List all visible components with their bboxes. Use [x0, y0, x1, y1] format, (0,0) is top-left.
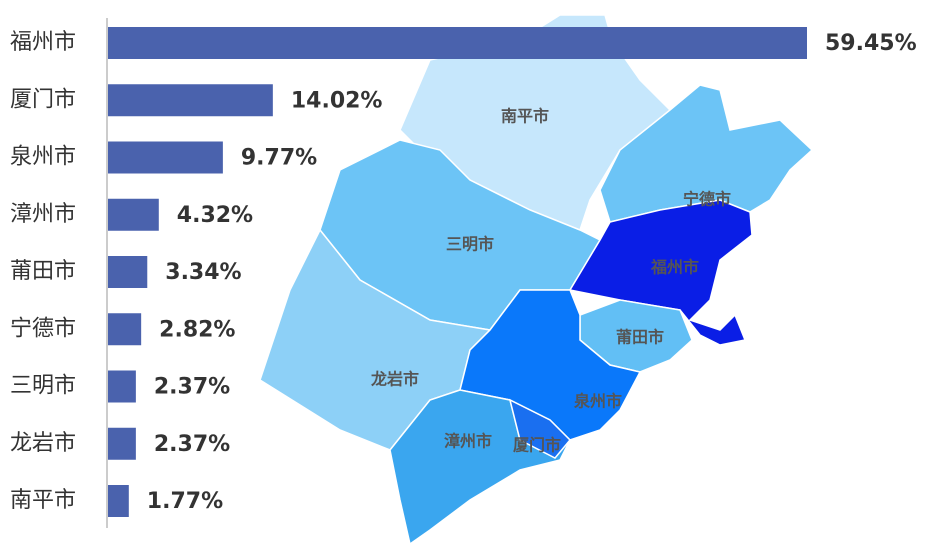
- bar: [108, 198, 159, 231]
- category-label: 厦门市: [10, 87, 76, 112]
- map-label: 厦门市: [513, 436, 561, 455]
- map-label: 漳州市: [444, 432, 492, 451]
- map-label: 宁德市: [683, 190, 731, 209]
- category-label: 福州市: [10, 30, 76, 55]
- map-region: [568, 199, 753, 346]
- value-label: 2.37%: [154, 375, 230, 400]
- map-label: 南平市: [501, 107, 549, 126]
- value-label: 59.45%: [825, 31, 917, 56]
- bar: [108, 370, 136, 403]
- category-label: 漳州市: [10, 202, 76, 227]
- bar: [108, 27, 807, 59]
- category-label: 宁德市: [10, 316, 76, 341]
- bar: [108, 427, 136, 460]
- map-label: 莆田市: [616, 328, 664, 347]
- value-label: 9.77%: [241, 146, 317, 171]
- bar: [108, 485, 129, 517]
- category-label: 莆田市: [10, 259, 76, 284]
- value-label: 3.34%: [165, 260, 241, 285]
- value-label: 4.32%: [177, 203, 253, 228]
- map-region: [508, 398, 572, 459]
- value-label: 1.77%: [147, 489, 223, 514]
- value-label: 2.82%: [159, 317, 235, 342]
- category-label: 泉州市: [10, 145, 76, 170]
- category-label: 南平市: [10, 488, 76, 513]
- bar: [108, 141, 223, 174]
- bar: [108, 84, 273, 117]
- category-label: 龙岩市: [10, 431, 76, 456]
- map-label: 三明市: [446, 235, 494, 254]
- map-region: [389, 389, 572, 544]
- category-label: 三明市: [10, 374, 76, 399]
- bar: [108, 256, 148, 288]
- map-label: 福州市: [650, 258, 699, 277]
- map-label: 龙岩市: [370, 370, 419, 389]
- value-label: 14.02%: [291, 88, 383, 113]
- bar: [108, 313, 142, 346]
- map-label: 泉州市: [574, 392, 622, 411]
- value-label: 2.37%: [154, 432, 230, 457]
